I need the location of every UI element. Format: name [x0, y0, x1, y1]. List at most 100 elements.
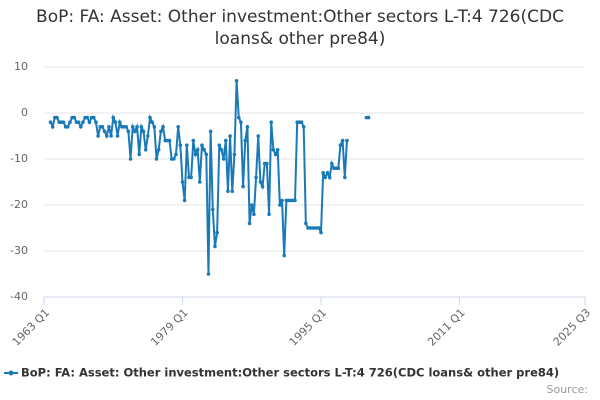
series-line [49, 80, 369, 275]
point [271, 148, 276, 152]
point [182, 198, 187, 203]
point [161, 125, 165, 129]
point [159, 129, 163, 134]
point [330, 161, 334, 166]
point [137, 152, 142, 157]
legend-symbol-dot [8, 370, 14, 376]
point [317, 226, 321, 230]
point [139, 125, 144, 129]
y-tick-label: -20 [10, 198, 28, 211]
point [252, 212, 256, 216]
point [226, 189, 230, 193]
point [340, 138, 345, 143]
point [195, 148, 200, 152]
point [91, 115, 96, 120]
point [230, 189, 235, 193]
point [273, 152, 278, 157]
point [206, 272, 211, 276]
point [304, 221, 308, 226]
point [219, 148, 224, 152]
point [174, 152, 178, 157]
point [189, 175, 193, 180]
point [254, 175, 258, 180]
point [221, 157, 226, 161]
point [323, 175, 328, 180]
point [143, 148, 148, 152]
point [241, 184, 245, 189]
point [278, 203, 282, 207]
y-tick-label: -30 [10, 244, 28, 257]
point [198, 180, 202, 184]
point [265, 161, 269, 166]
point [245, 125, 250, 129]
x-tick-label: 2011 Q1 [425, 306, 468, 349]
point [247, 221, 252, 226]
point [338, 143, 343, 147]
point [135, 125, 139, 129]
point [133, 129, 137, 134]
point [208, 129, 213, 134]
x-tick-label: 1995 Q1 [287, 306, 330, 349]
point [76, 120, 81, 124]
point [191, 138, 196, 143]
point [96, 134, 100, 138]
point [124, 125, 129, 129]
point [78, 125, 83, 129]
point [126, 129, 131, 134]
y-tick-label: 0 [21, 106, 28, 119]
point [100, 125, 105, 129]
point [336, 166, 341, 170]
point [104, 134, 109, 138]
point [200, 143, 204, 147]
point [50, 125, 55, 129]
source: Source: [547, 383, 589, 396]
point [319, 230, 323, 235]
point [232, 152, 237, 157]
point [180, 180, 185, 184]
point [210, 207, 215, 212]
point [172, 157, 176, 161]
point [256, 134, 261, 138]
x-tick-label: 1979 Q1 [148, 306, 191, 349]
point [299, 120, 304, 124]
point [111, 115, 116, 120]
point [150, 120, 154, 124]
point [345, 138, 349, 143]
point [223, 138, 228, 143]
point [130, 125, 135, 129]
point [115, 134, 120, 138]
point [94, 120, 98, 124]
point [239, 120, 243, 124]
point [282, 253, 287, 258]
point [107, 125, 111, 129]
point [258, 180, 263, 184]
point [204, 152, 209, 157]
point [156, 148, 161, 152]
point [293, 198, 297, 203]
point [366, 115, 371, 120]
point [167, 138, 172, 143]
point [66, 125, 70, 129]
y-tick-label: -10 [10, 152, 28, 165]
point [243, 138, 248, 143]
point [215, 230, 219, 235]
point [146, 134, 150, 138]
point [85, 115, 90, 120]
point [327, 175, 332, 180]
point [228, 134, 232, 138]
chart-title: BoP: FA: Asset: Other investment:Other s… [36, 7, 564, 49]
point [72, 115, 77, 120]
point [176, 125, 180, 129]
point [217, 143, 222, 147]
point [185, 143, 189, 147]
point [342, 175, 347, 180]
point [249, 203, 254, 207]
point [325, 171, 330, 175]
x-tick-label: 1963 Q1 [10, 306, 53, 349]
point [68, 120, 72, 124]
point [48, 120, 53, 124]
point [87, 120, 92, 124]
point [128, 157, 133, 161]
point [269, 120, 274, 124]
point [301, 125, 306, 129]
